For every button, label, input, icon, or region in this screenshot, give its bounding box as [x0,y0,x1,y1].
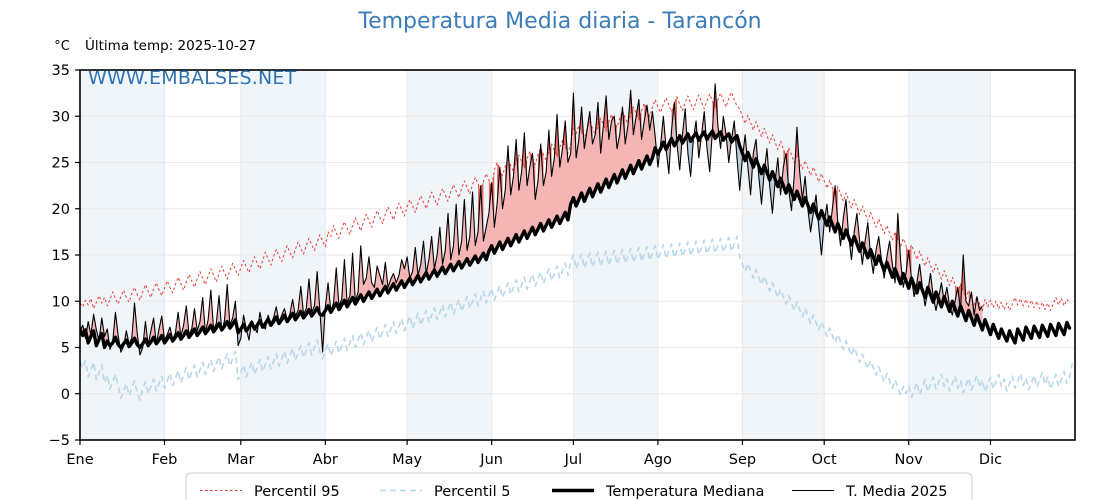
legend-items[interactable]: Percentil 95 Percentil 5 Temperatura Media… [200,484,947,500]
x-tick-label-sep: Sep [729,452,756,468]
y-tick-label: 20 [52,202,70,218]
x-tick-label-abr: Abr [313,452,338,468]
y-tick-label: 0 [61,387,70,403]
x-tick-label-oct: Oct [812,452,837,468]
x-tick-label-feb: Feb [152,452,178,468]
x-tick-label-ene: Ene [66,452,93,468]
y-tick-label: 15 [52,248,70,264]
y-tick-label: 30 [52,109,70,125]
x-tick-label-jun: Jun [479,452,503,468]
axis-ticks: −5 0 5 10 15 20 25 30 35 Ene Feb Mar Abr May Jun Jul Ago… [49,63,1002,468]
legend-label-1[interactable]: Percentil 5 [434,484,510,500]
x-tick-label-nov: Nov [895,452,924,468]
x-tick-label-ago: Ago [644,452,672,468]
x-tick-label-jul: Jul [564,452,583,468]
y-axis-unit-label: °C [54,39,70,54]
y-tick-label: −5 [49,433,70,449]
y-tick-label: 35 [52,63,70,79]
y-tick-label: 10 [52,294,70,310]
legend-label-0[interactable]: Percentil 95 [254,484,340,500]
data-series-layer [80,83,1074,402]
x-tick-label-mar: Mar [227,452,254,468]
last-temp-label: Última temp: 2025-10-27 [85,36,256,54]
watermark-label: WWW.EMBALSES.NET [88,67,297,89]
x-tick-label-may: May [392,452,422,468]
legend-label-3[interactable]: T. Media 2025 [845,484,947,500]
y-tick-label: 25 [52,156,70,172]
y-tick-label: 5 [61,341,70,357]
legend-box [185,472,973,500]
x-tick-label-dic: Dic [979,452,1002,468]
chart-title: Temperatura Media diaria - Tarancón [357,9,761,34]
legend-label-2[interactable]: Temperatura Mediana [605,484,764,500]
